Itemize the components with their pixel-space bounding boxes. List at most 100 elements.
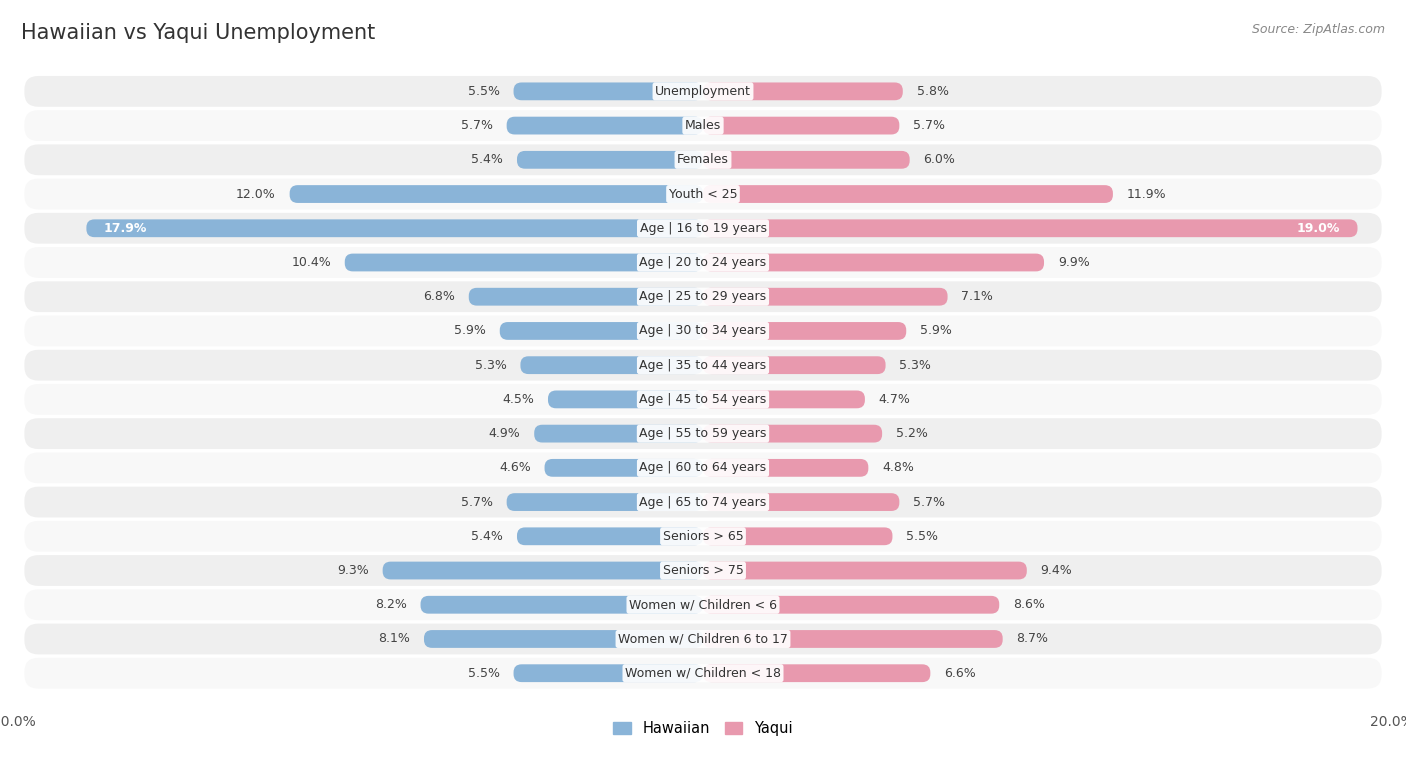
FancyBboxPatch shape: [506, 117, 703, 135]
Text: 4.9%: 4.9%: [489, 427, 520, 440]
FancyBboxPatch shape: [703, 322, 907, 340]
Text: 5.3%: 5.3%: [900, 359, 931, 372]
Text: Women w/ Children < 18: Women w/ Children < 18: [626, 667, 780, 680]
FancyBboxPatch shape: [86, 220, 703, 237]
FancyBboxPatch shape: [703, 630, 1002, 648]
FancyBboxPatch shape: [24, 658, 1382, 689]
Text: 8.7%: 8.7%: [1017, 633, 1049, 646]
FancyBboxPatch shape: [703, 185, 1114, 203]
FancyBboxPatch shape: [534, 425, 703, 443]
Text: 5.5%: 5.5%: [468, 667, 499, 680]
Text: 9.3%: 9.3%: [337, 564, 368, 577]
Text: Age | 16 to 19 years: Age | 16 to 19 years: [640, 222, 766, 235]
FancyBboxPatch shape: [425, 630, 703, 648]
FancyBboxPatch shape: [24, 521, 1382, 552]
FancyBboxPatch shape: [506, 493, 703, 511]
FancyBboxPatch shape: [24, 76, 1382, 107]
Text: 5.7%: 5.7%: [461, 119, 494, 132]
Text: 5.4%: 5.4%: [471, 530, 503, 543]
FancyBboxPatch shape: [24, 487, 1382, 518]
FancyBboxPatch shape: [703, 665, 931, 682]
FancyBboxPatch shape: [703, 254, 1045, 272]
Text: 9.4%: 9.4%: [1040, 564, 1073, 577]
FancyBboxPatch shape: [703, 528, 893, 545]
Text: 5.5%: 5.5%: [907, 530, 938, 543]
Text: 6.6%: 6.6%: [945, 667, 976, 680]
Text: Males: Males: [685, 119, 721, 132]
Text: Youth < 25: Youth < 25: [669, 188, 737, 201]
Text: 10.4%: 10.4%: [291, 256, 330, 269]
Text: Age | 30 to 34 years: Age | 30 to 34 years: [640, 325, 766, 338]
Text: 5.8%: 5.8%: [917, 85, 949, 98]
Text: Females: Females: [678, 154, 728, 167]
Text: 5.9%: 5.9%: [454, 325, 486, 338]
FancyBboxPatch shape: [517, 528, 703, 545]
Text: Age | 20 to 24 years: Age | 20 to 24 years: [640, 256, 766, 269]
FancyBboxPatch shape: [703, 357, 886, 374]
FancyBboxPatch shape: [517, 151, 703, 169]
FancyBboxPatch shape: [520, 357, 703, 374]
Text: 5.7%: 5.7%: [461, 496, 494, 509]
Text: 8.1%: 8.1%: [378, 633, 411, 646]
Text: 19.0%: 19.0%: [1296, 222, 1340, 235]
Text: Age | 65 to 74 years: Age | 65 to 74 years: [640, 496, 766, 509]
FancyBboxPatch shape: [24, 213, 1382, 244]
Text: 8.2%: 8.2%: [375, 598, 406, 611]
Text: 5.2%: 5.2%: [896, 427, 928, 440]
Text: 7.1%: 7.1%: [962, 290, 993, 304]
Text: 12.0%: 12.0%: [236, 188, 276, 201]
Text: Age | 25 to 29 years: Age | 25 to 29 years: [640, 290, 766, 304]
Text: Age | 55 to 59 years: Age | 55 to 59 years: [640, 427, 766, 440]
Text: 5.9%: 5.9%: [920, 325, 952, 338]
Text: 8.6%: 8.6%: [1012, 598, 1045, 611]
FancyBboxPatch shape: [290, 185, 703, 203]
FancyBboxPatch shape: [420, 596, 703, 614]
FancyBboxPatch shape: [24, 453, 1382, 483]
FancyBboxPatch shape: [703, 459, 869, 477]
FancyBboxPatch shape: [703, 425, 882, 443]
FancyBboxPatch shape: [703, 596, 1000, 614]
FancyBboxPatch shape: [703, 288, 948, 306]
Text: Age | 45 to 54 years: Age | 45 to 54 years: [640, 393, 766, 406]
Text: Women w/ Children 6 to 17: Women w/ Children 6 to 17: [619, 633, 787, 646]
Text: 5.7%: 5.7%: [912, 496, 945, 509]
Text: 11.9%: 11.9%: [1126, 188, 1167, 201]
Text: 4.8%: 4.8%: [882, 461, 914, 475]
FancyBboxPatch shape: [24, 316, 1382, 347]
Text: 9.9%: 9.9%: [1057, 256, 1090, 269]
FancyBboxPatch shape: [24, 624, 1382, 654]
Text: Seniors > 65: Seniors > 65: [662, 530, 744, 543]
Text: 5.5%: 5.5%: [468, 85, 499, 98]
FancyBboxPatch shape: [703, 151, 910, 169]
FancyBboxPatch shape: [24, 145, 1382, 175]
Text: Unemployment: Unemployment: [655, 85, 751, 98]
FancyBboxPatch shape: [544, 459, 703, 477]
FancyBboxPatch shape: [513, 83, 703, 100]
Text: 4.6%: 4.6%: [499, 461, 531, 475]
Text: 17.9%: 17.9%: [104, 222, 148, 235]
Text: 4.5%: 4.5%: [502, 393, 534, 406]
FancyBboxPatch shape: [24, 111, 1382, 141]
Text: 4.7%: 4.7%: [879, 393, 911, 406]
FancyBboxPatch shape: [24, 590, 1382, 620]
FancyBboxPatch shape: [703, 493, 900, 511]
Text: Age | 35 to 44 years: Age | 35 to 44 years: [640, 359, 766, 372]
FancyBboxPatch shape: [499, 322, 703, 340]
FancyBboxPatch shape: [24, 247, 1382, 278]
FancyBboxPatch shape: [468, 288, 703, 306]
FancyBboxPatch shape: [24, 282, 1382, 312]
FancyBboxPatch shape: [703, 83, 903, 100]
Text: Women w/ Children < 6: Women w/ Children < 6: [628, 598, 778, 611]
FancyBboxPatch shape: [24, 179, 1382, 210]
Text: Age | 60 to 64 years: Age | 60 to 64 years: [640, 461, 766, 475]
FancyBboxPatch shape: [24, 418, 1382, 449]
Text: Hawaiian vs Yaqui Unemployment: Hawaiian vs Yaqui Unemployment: [21, 23, 375, 42]
FancyBboxPatch shape: [513, 665, 703, 682]
FancyBboxPatch shape: [703, 391, 865, 408]
FancyBboxPatch shape: [548, 391, 703, 408]
Text: 5.4%: 5.4%: [471, 154, 503, 167]
Text: Seniors > 75: Seniors > 75: [662, 564, 744, 577]
FancyBboxPatch shape: [382, 562, 703, 579]
FancyBboxPatch shape: [703, 562, 1026, 579]
Text: 5.3%: 5.3%: [475, 359, 506, 372]
